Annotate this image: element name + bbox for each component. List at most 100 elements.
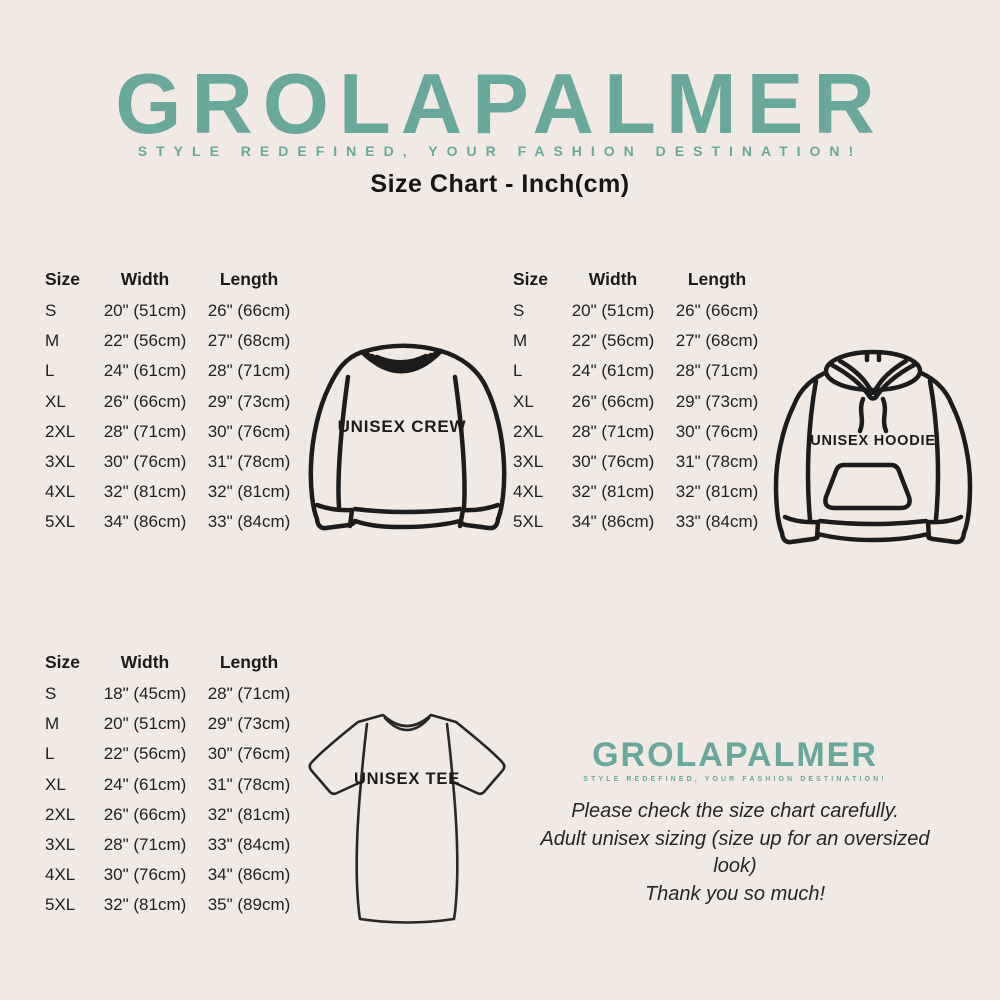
table-row: 2XL 28" (71cm) 30" (76cm) (45, 417, 315, 447)
size-cell: 3XL (45, 835, 76, 855)
length-cell: 28" (71cm) (675, 361, 759, 381)
note-line: Thank you so much! (644, 882, 826, 905)
length-cell: 26" (66cm) (207, 301, 291, 321)
table-row: 3XL 28" (71cm) 33" (84cm) (45, 830, 315, 860)
size-table-crew: Size Width Length S 20" (51cm) 26" (66cm… (45, 262, 315, 538)
width-cell: 22" (56cm) (103, 744, 187, 764)
width-cell: 20" (51cm) (571, 301, 655, 321)
length-cell: 32" (81cm) (207, 482, 291, 502)
footer-note-block: GROLAPALMER STYLE REDEFINED, YOUR FASHIO… (520, 738, 950, 908)
table-row: 2XL 26" (66cm) 32" (81cm) (45, 800, 315, 830)
column-header-length: Length (219, 268, 279, 289)
size-cell: 2XL (45, 804, 76, 824)
length-cell: 26" (66cm) (675, 301, 759, 321)
length-cell: 35" (89cm) (207, 895, 291, 915)
note-line: Please check the size chart carefully. (571, 800, 899, 822)
table-row: 3XL 30" (76cm) 31" (78cm) (513, 447, 783, 477)
length-cell: 29" (73cm) (675, 391, 759, 411)
length-cell: 31" (78cm) (207, 774, 291, 794)
table-row: 4XL 30" (76cm) 34" (86cm) (45, 860, 315, 890)
size-cell: L (513, 361, 523, 381)
width-cell: 32" (81cm) (103, 482, 187, 502)
brand-tagline: STYLE REDEFINED, YOUR FASHION DESTINATIO… (137, 143, 863, 159)
length-cell: 30" (76cm) (207, 744, 291, 764)
length-cell: 32" (81cm) (207, 804, 291, 824)
size-cell: 5XL (45, 512, 76, 532)
size-table-hoodie: Size Width Length S 20" (51cm) 26" (66cm… (513, 262, 783, 538)
table-row: 4XL 32" (81cm) 32" (81cm) (45, 477, 315, 507)
table-header-row: Size Width Length (45, 645, 315, 679)
width-cell: 22" (56cm) (571, 331, 655, 351)
size-cell: 2XL (513, 421, 544, 441)
table-row: 3XL 30" (76cm) 31" (78cm) (45, 447, 315, 477)
width-cell: 24" (61cm) (103, 361, 187, 381)
table-row: L 24" (61cm) 28" (71cm) (45, 356, 315, 386)
size-cell: M (45, 331, 60, 351)
length-cell: 28" (71cm) (207, 684, 291, 704)
table-row: 5XL 34" (86cm) 33" (84cm) (513, 507, 783, 537)
table-row: 4XL 32" (81cm) 32" (81cm) (513, 477, 783, 507)
size-cell: 2XL (45, 421, 76, 441)
size-cell: 5XL (513, 512, 544, 532)
table-row: XL 26" (66cm) 29" (73cm) (45, 387, 315, 417)
length-cell: 27" (68cm) (207, 331, 291, 351)
width-cell: 28" (71cm) (103, 421, 187, 441)
width-cell: 26" (66cm) (103, 804, 187, 824)
column-header-size: Size (45, 651, 81, 672)
size-cell: 3XL (513, 452, 544, 472)
table-row: M 22" (56cm) 27" (68cm) (513, 326, 783, 356)
width-cell: 22" (56cm) (103, 331, 187, 351)
column-header-size: Size (513, 268, 549, 289)
size-cell: 3XL (45, 452, 76, 472)
length-cell: 32" (81cm) (675, 482, 759, 502)
length-cell: 33" (84cm) (207, 835, 291, 855)
length-cell: 34" (86cm) (207, 865, 291, 885)
table-row: 2XL 28" (71cm) 30" (76cm) (513, 417, 783, 447)
size-table-tee: Size Width Length S 18" (45cm) 28" (71cm… (45, 645, 315, 921)
width-cell: 34" (86cm) (103, 512, 187, 532)
width-cell: 26" (66cm) (571, 391, 655, 411)
note-line: Adult unisex sizing (size up for an over… (540, 827, 930, 878)
brand-logo: GROLAPALMER (115, 57, 885, 152)
width-cell: 32" (81cm) (103, 895, 187, 915)
brand-logo-small: GROLAPALMER (592, 736, 878, 774)
width-cell: 24" (61cm) (571, 361, 655, 381)
size-cell: 4XL (45, 865, 76, 885)
garment-label: UNISEX CREW (338, 417, 467, 436)
width-cell: 30" (76cm) (103, 452, 187, 472)
table-header-row: Size Width Length (513, 262, 783, 296)
width-cell: 18" (45cm) (103, 684, 187, 704)
crew-sweatshirt-drawing: UNISEX CREW (308, 343, 507, 531)
table-row: M 22" (56cm) 27" (68cm) (45, 326, 315, 356)
width-cell: 20" (51cm) (103, 301, 187, 321)
table-row: XL 26" (66cm) 29" (73cm) (513, 387, 783, 417)
table-header-row: Size Width Length (45, 262, 315, 296)
length-cell: 29" (73cm) (207, 714, 291, 734)
column-header-length: Length (687, 268, 747, 289)
size-cell: 4XL (45, 482, 76, 502)
width-cell: 20" (51cm) (103, 714, 187, 734)
table-row: L 22" (56cm) 30" (76cm) (45, 739, 315, 769)
size-cell: XL (45, 774, 66, 794)
table-row: S 20" (51cm) 26" (66cm) (513, 296, 783, 326)
column-header-length: Length (219, 651, 279, 672)
footer-note: Please check the size chart carefully. A… (520, 798, 950, 908)
length-cell: 33" (84cm) (207, 512, 291, 532)
size-cell: L (45, 744, 55, 764)
tee-drawing: UNISEX TEE (308, 713, 506, 924)
size-cell: S (45, 301, 57, 321)
hoodie-drawing: UNISEX HOODIE (773, 349, 973, 545)
size-cell: 5XL (45, 895, 76, 915)
width-cell: 32" (81cm) (571, 482, 655, 502)
garment-label: UNISEX TEE (354, 770, 460, 788)
table-row: L 24" (61cm) 28" (71cm) (513, 356, 783, 386)
brand-tagline-small: STYLE REDEFINED, YOUR FASHION DESTINATIO… (583, 776, 887, 783)
size-cell: M (45, 714, 60, 734)
length-cell: 31" (78cm) (207, 452, 291, 472)
width-cell: 26" (66cm) (103, 391, 187, 411)
length-cell: 28" (71cm) (207, 361, 291, 381)
length-cell: 33" (84cm) (675, 512, 759, 532)
column-header-width: Width (120, 651, 170, 672)
size-cell: XL (45, 391, 66, 411)
